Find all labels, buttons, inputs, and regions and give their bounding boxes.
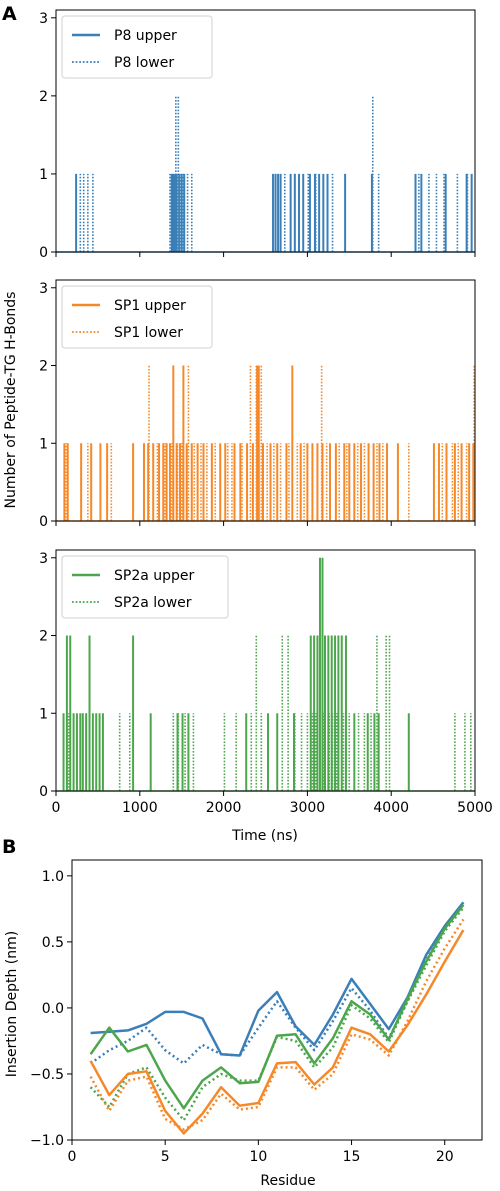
y-tick-label: 1.0 <box>42 869 64 885</box>
y-tick-label: 1 <box>39 167 48 183</box>
legend-box <box>61 15 213 79</box>
chart-sp1: 0 1 2 3 SP1 upper SP1 lower <box>39 279 476 530</box>
x-tick-label: 0 <box>68 1149 77 1165</box>
panel-a-x-axis-label: Time (ns) <box>231 828 298 844</box>
y-tick-label: 0.5 <box>42 935 64 951</box>
depth-series-line <box>89 929 465 1135</box>
legend-label: P8 upper <box>114 28 177 44</box>
x-tick-label: 4000 <box>373 800 409 816</box>
axes-frame <box>55 549 476 792</box>
y-tick-label: 2 <box>39 89 48 105</box>
axes-frame <box>71 859 483 1141</box>
panel-b-x-axis-label: Residue <box>260 1173 315 1189</box>
panel-a-y-axis-label: Number of Peptide-TG H-Bonds <box>3 292 19 509</box>
y-tick-label: 2 <box>39 629 48 645</box>
chart-insertion-depth: −1.0 −0.5 0.0 0.5 1.0 0 5 10 15 20 <box>30 859 483 1165</box>
legend-box <box>61 555 229 619</box>
depth-series-line <box>90 901 465 1057</box>
panel-b-y-axis-label: Insertion Depth (nm) <box>4 931 20 1077</box>
depth-series-line <box>89 904 465 1110</box>
legend-label: P8 lower <box>114 55 174 71</box>
depth-series-line <box>89 904 465 1065</box>
y-tick-label: 2 <box>39 359 48 375</box>
x-tick-label: 1000 <box>122 800 158 816</box>
x-tick-label: 2000 <box>206 800 242 816</box>
x-tick-label: 10 <box>249 1149 267 1165</box>
chart-p8: 0 1 2 3 P8 upper P8 lower <box>39 9 476 261</box>
chart-sp2a: 0 1 2 3 0 1000 2000 3000 4000 5000 SP2a upper SP2a … <box>39 549 493 816</box>
x-tick-label: 5 <box>161 1149 170 1165</box>
legend-box <box>61 285 213 349</box>
y-tick-label: 3 <box>39 281 48 297</box>
x-tick-label: 15 <box>343 1149 361 1165</box>
legend-label: SP1 lower <box>114 325 183 341</box>
x-tick-label: 3000 <box>290 800 326 816</box>
y-tick-label: −0.5 <box>30 1067 64 1083</box>
legend-label: SP1 upper <box>114 298 186 314</box>
y-tick-label: 1 <box>39 436 48 452</box>
depth-series-line <box>89 906 465 1122</box>
depth-series-line <box>89 918 465 1131</box>
legend-label: SP2a upper <box>114 568 195 584</box>
y-tick-label: 3 <box>39 551 48 567</box>
y-tick-label: −1.0 <box>30 1133 64 1149</box>
x-tick-label: 0 <box>52 800 61 816</box>
panel-label-b: B <box>2 836 16 858</box>
axes-frame <box>55 9 476 253</box>
y-tick-label: 3 <box>39 11 48 27</box>
y-tick-label: 1 <box>39 706 48 722</box>
axes-frame <box>55 279 476 522</box>
legend-label: SP2a lower <box>114 595 192 611</box>
y-tick-label: 0 <box>39 514 48 530</box>
x-tick-label: 20 <box>436 1149 454 1165</box>
panel-label-a: A <box>2 3 17 25</box>
y-tick-label: 0 <box>39 245 48 261</box>
x-tick-label: 5000 <box>457 800 493 816</box>
y-tick-label: 0 <box>39 784 48 800</box>
y-tick-label: 0.0 <box>42 1001 64 1017</box>
